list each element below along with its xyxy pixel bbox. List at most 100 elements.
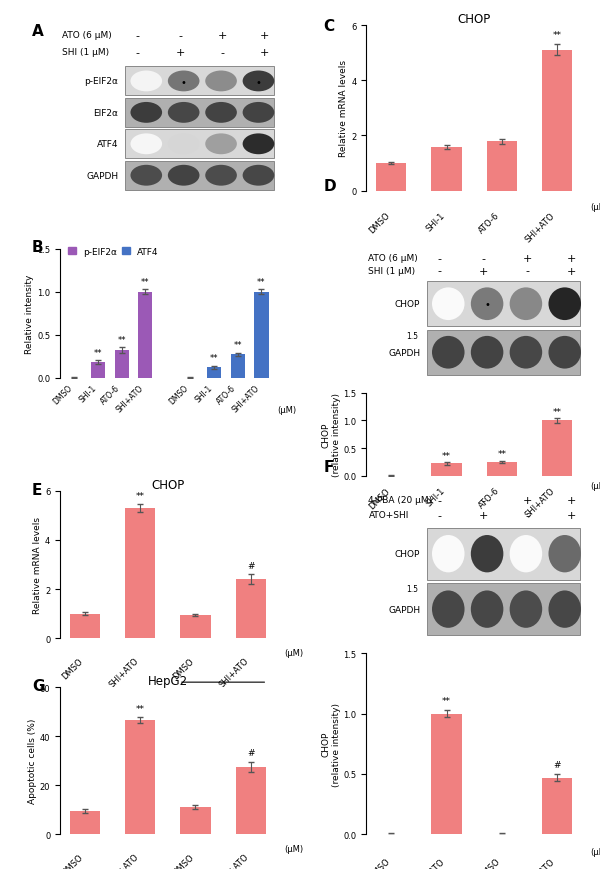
Bar — [70, 811, 100, 834]
Text: SHI (1 μM): SHI (1 μM) — [62, 48, 109, 56]
Ellipse shape — [509, 336, 542, 369]
Text: EIF2α: EIF2α — [93, 109, 118, 117]
Ellipse shape — [432, 591, 464, 628]
Text: -: - — [178, 31, 182, 41]
Text: #: # — [247, 748, 254, 758]
Text: CHOP: CHOP — [395, 549, 420, 559]
Text: ATO-6: ATO-6 — [478, 211, 502, 235]
Ellipse shape — [168, 134, 199, 155]
Bar — [542, 778, 572, 834]
Text: (μM): (μM) — [590, 202, 600, 212]
Text: SHI+ATO: SHI+ATO — [524, 486, 557, 519]
Text: 1.5: 1.5 — [406, 331, 418, 340]
Text: -: - — [526, 266, 529, 276]
Text: p-EIF2α: p-EIF2α — [84, 77, 118, 86]
Bar — [431, 464, 462, 476]
Text: +: + — [260, 31, 269, 41]
Text: **: ** — [257, 277, 266, 287]
Text: DMSO: DMSO — [477, 856, 502, 869]
Text: (μM): (μM) — [590, 481, 600, 491]
Text: -: - — [481, 254, 485, 263]
Text: -: - — [437, 496, 442, 506]
Text: GAPDH: GAPDH — [388, 348, 420, 357]
Bar — [230, 355, 245, 378]
Text: ATO (6 μM): ATO (6 μM) — [368, 254, 418, 262]
Title: HepG2: HepG2 — [148, 674, 188, 687]
Text: (μM): (μM) — [590, 847, 600, 856]
Ellipse shape — [205, 166, 237, 187]
Bar — [376, 163, 406, 191]
Bar — [207, 368, 221, 378]
Text: B: B — [32, 239, 44, 255]
Ellipse shape — [471, 591, 503, 628]
Text: -: - — [437, 510, 442, 521]
Bar — [427, 282, 580, 327]
Text: +: + — [523, 496, 532, 506]
Text: DMSO: DMSO — [367, 211, 391, 235]
Text: DMSO: DMSO — [61, 852, 85, 869]
Text: GAPDH: GAPDH — [388, 605, 420, 614]
Bar — [236, 580, 266, 639]
Bar — [431, 713, 462, 834]
Ellipse shape — [471, 535, 503, 573]
Text: **: ** — [442, 696, 451, 705]
Text: +: + — [218, 31, 227, 41]
Text: -: - — [136, 31, 140, 41]
Bar — [487, 462, 517, 476]
Ellipse shape — [548, 591, 581, 628]
Bar — [236, 767, 266, 834]
Bar — [427, 330, 580, 375]
Text: C: C — [323, 19, 334, 35]
Y-axis label: Relative mRNA levels: Relative mRNA levels — [340, 60, 349, 157]
Text: **: ** — [233, 341, 242, 350]
Text: SHI (1 μM): SHI (1 μM) — [368, 266, 416, 275]
Bar — [125, 162, 274, 190]
Text: ATO-6: ATO-6 — [478, 486, 502, 510]
Text: **: ** — [553, 31, 562, 40]
Ellipse shape — [242, 134, 274, 155]
Text: +: + — [566, 266, 576, 276]
Text: -: - — [220, 48, 224, 57]
Bar — [427, 528, 580, 580]
Ellipse shape — [242, 71, 274, 92]
Bar — [487, 143, 517, 191]
Title: CHOP: CHOP — [151, 479, 184, 491]
Bar — [180, 615, 211, 639]
Y-axis label: Relative mRNA levels: Relative mRNA levels — [33, 516, 42, 614]
Bar — [542, 421, 572, 476]
Text: ATF4: ATF4 — [97, 140, 118, 149]
Y-axis label: Apoptotic cells (%): Apoptotic cells (%) — [28, 718, 37, 804]
Ellipse shape — [242, 103, 274, 123]
Text: **: ** — [210, 354, 218, 362]
Text: #: # — [247, 561, 254, 570]
Bar — [115, 351, 129, 378]
Text: ATO (6 μM): ATO (6 μM) — [62, 31, 112, 40]
Text: DMSO: DMSO — [61, 656, 85, 680]
Text: -: - — [136, 48, 140, 57]
Text: F: F — [323, 459, 334, 474]
Text: (μM): (μM) — [277, 406, 296, 415]
Ellipse shape — [130, 166, 162, 187]
Text: (μM): (μM) — [284, 648, 303, 658]
Text: **: ** — [136, 704, 145, 713]
Ellipse shape — [168, 103, 199, 123]
Title: CHOP: CHOP — [458, 13, 491, 26]
Text: +: + — [479, 510, 488, 521]
Text: **: ** — [118, 335, 126, 345]
Text: GAPDH: GAPDH — [86, 171, 118, 181]
Text: •: • — [256, 77, 262, 88]
Ellipse shape — [548, 288, 581, 321]
Text: **: ** — [442, 451, 451, 461]
Text: +: + — [260, 48, 269, 57]
Ellipse shape — [130, 71, 162, 92]
Text: DMSO: DMSO — [171, 656, 196, 680]
Text: 4-PBA: 4-PBA — [210, 694, 236, 703]
Text: CHOP: CHOP — [395, 300, 420, 308]
Text: 1.5: 1.5 — [406, 585, 418, 594]
Ellipse shape — [471, 336, 503, 369]
Text: G: G — [32, 679, 44, 693]
Text: #: # — [553, 760, 561, 768]
Ellipse shape — [432, 288, 464, 321]
Bar — [91, 362, 105, 378]
Text: 4-PBA (20 μM): 4-PBA (20 μM) — [368, 496, 433, 505]
